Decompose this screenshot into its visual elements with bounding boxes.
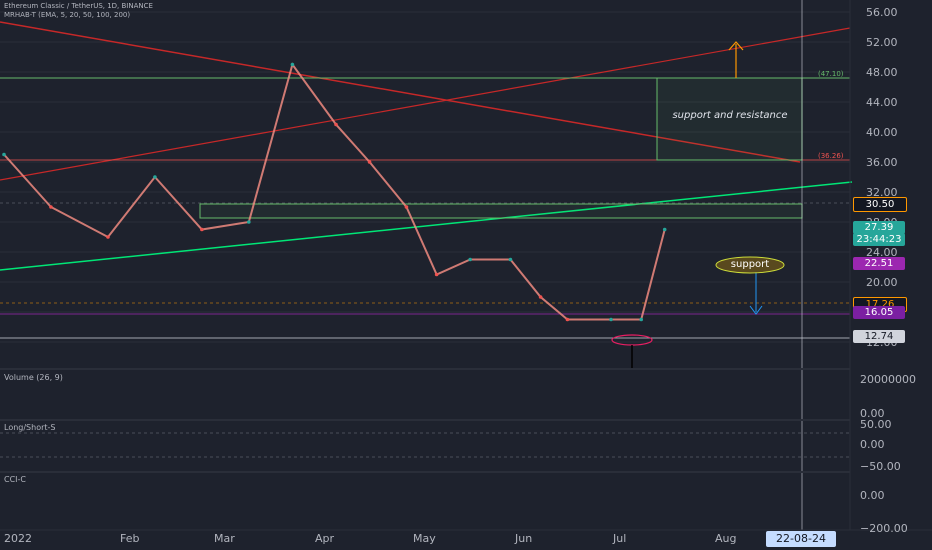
- price-line: [3, 62, 666, 321]
- price-point: [662, 227, 667, 232]
- level-47-label: (47.10): [818, 70, 844, 78]
- price-tick-label: 48.00: [866, 66, 898, 79]
- price-point: [290, 62, 295, 67]
- up-arrow-icon: [728, 41, 744, 51]
- price-label: 30.50: [853, 197, 907, 213]
- price-tick-label: 56.00: [866, 6, 898, 19]
- price-point: [153, 175, 157, 179]
- price-point: [538, 295, 543, 299]
- price-tick-label: 40.00: [866, 126, 898, 139]
- price-tick-label: 36.00: [866, 156, 898, 169]
- chart-title: Ethereum Classic / TetherUS, 1D, BINANCE: [4, 2, 153, 10]
- indicator-label: MRHAB-T (EMA, 5, 20, 50, 100, 200): [4, 11, 131, 19]
- support-resistance-box[interactable]: [656, 77, 803, 161]
- price-point: [468, 257, 472, 262]
- time-tick: Apr: [315, 532, 335, 545]
- time-tick: Mar: [214, 532, 235, 545]
- price-label: 27.39: [853, 220, 905, 234]
- support-trendline[interactable]: [0, 181, 853, 271]
- longshort-pane-label: Long/Short-S: [4, 423, 56, 432]
- price-point: [565, 317, 570, 322]
- price-point: [404, 205, 409, 209]
- time-tick: Aug: [715, 532, 737, 545]
- time-tick: Jun: [515, 532, 533, 545]
- longshort-axis-tick: −50.00: [860, 460, 901, 473]
- price-label: 22.51: [853, 257, 905, 271]
- price-point: [106, 235, 110, 239]
- price-point: [334, 122, 338, 127]
- price-label: 12.74: [853, 330, 905, 344]
- support-label: support: [730, 259, 770, 270]
- price-tick-label: 24.00: [866, 246, 898, 259]
- price-point: [434, 272, 439, 277]
- support-label-bubble[interactable]: [715, 256, 785, 274]
- time-tick: Jul: [613, 532, 627, 545]
- ascending-red-trendline[interactable]: [0, 27, 851, 181]
- price-point: [367, 160, 372, 164]
- volume-pane-label: Volume (26, 9): [4, 373, 63, 382]
- level-36-label: (36.26): [818, 152, 844, 160]
- volume-axis-tick: 20000000: [860, 373, 916, 386]
- longshort-axis-tick: 50.00: [860, 418, 892, 431]
- price-label: 23:44:23: [853, 232, 905, 246]
- cci-axis-tick: −200.00: [860, 522, 908, 535]
- price-tick-label: 20.00: [866, 276, 898, 289]
- price-point: [639, 317, 644, 322]
- longshort-axis-tick: 0.00: [860, 438, 885, 451]
- price-point: [200, 227, 204, 232]
- price-tick-label: 44.00: [866, 96, 898, 109]
- resistance-zone-box[interactable]: [199, 203, 803, 219]
- price-point: [609, 317, 613, 322]
- time-tick: May: [413, 532, 436, 545]
- time-cursor-label: 22-08-24: [766, 531, 836, 547]
- price-label: 16.05: [853, 305, 905, 319]
- time-tick: 2022: [4, 532, 32, 545]
- price-tick-label: 32.00: [866, 186, 898, 199]
- price-point: [2, 152, 6, 157]
- cci-axis-tick: 0.00: [860, 489, 885, 502]
- descending-trendline[interactable]: [0, 21, 801, 163]
- volume-axis-tick: 0.00: [860, 407, 885, 420]
- grid: [0, 11, 850, 343]
- time-tick: Feb: [120, 532, 140, 545]
- down-arrow-icon: [749, 305, 763, 315]
- support-resistance-label: support and resistance: [672, 110, 788, 121]
- price-point: [49, 205, 53, 209]
- price-point: [247, 220, 251, 224]
- cci-pane-label: CCI-C: [4, 475, 27, 484]
- price-series: [2, 62, 667, 322]
- price-tick-label: 52.00: [866, 36, 898, 49]
- drawings: [0, 0, 932, 531]
- price-point: [508, 257, 513, 262]
